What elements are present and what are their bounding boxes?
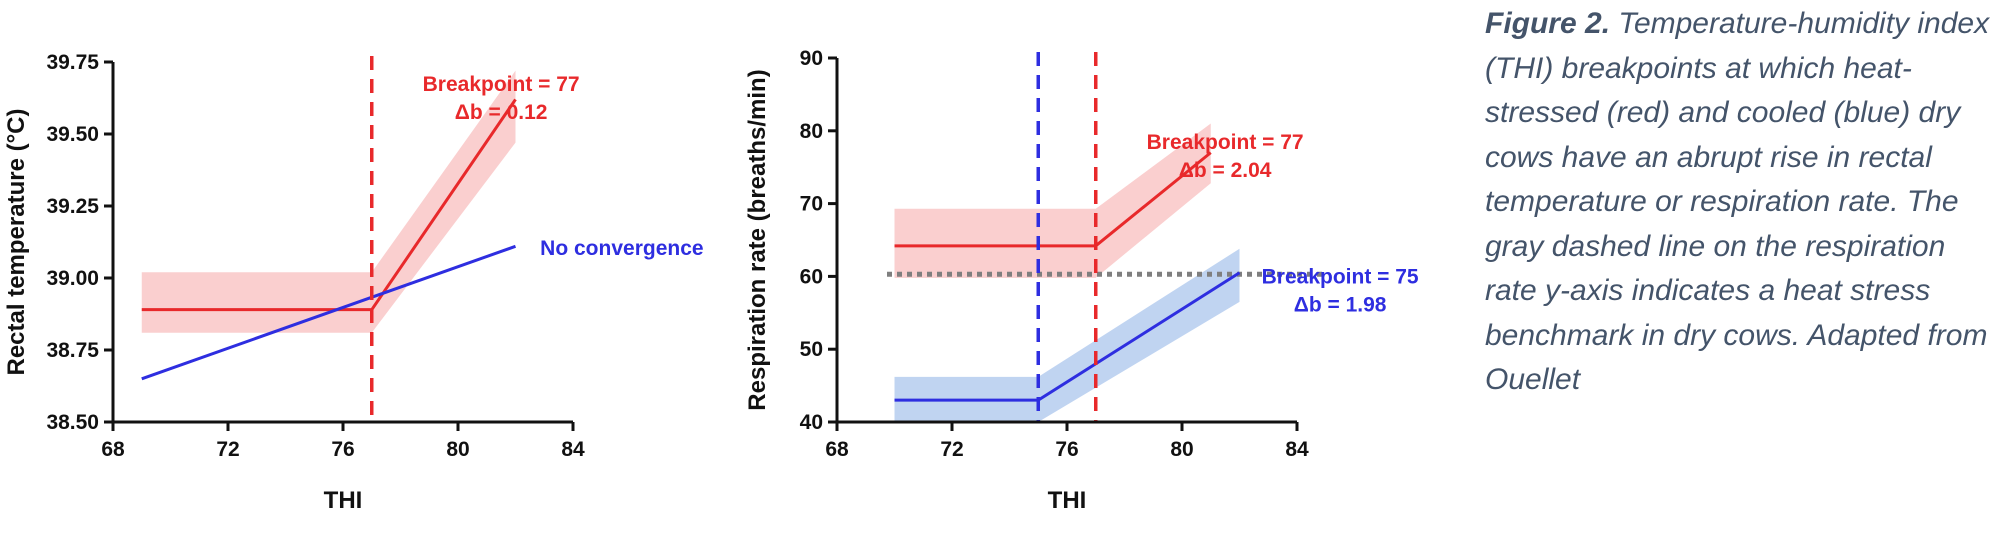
- annotation-line: No convergence: [540, 237, 703, 260]
- respiration-rate-chart-svg: 40 50 60 70 80 90 68 72 76 80 84 THI Respiration rat…: [744, 47, 1419, 514]
- x-tick-label: 80: [1170, 438, 1193, 461]
- annotation-cooled: Breakpoint = 75 Δb = 1.98: [1262, 266, 1419, 317]
- y-tick-label: 50: [800, 338, 823, 361]
- x-tick-label: 84: [1285, 438, 1309, 461]
- annotation-cooled: No convergence: [540, 237, 703, 260]
- x-tick-label: 72: [216, 438, 239, 461]
- x-tick-label: 76: [1055, 438, 1078, 461]
- y-tick-label: 60: [800, 265, 823, 288]
- y-tick-label: 70: [800, 193, 823, 216]
- x-tick-label: 84: [561, 438, 585, 461]
- rectal-temperature-chart-svg: 38.50 38.75 39.00 39.25 39.50 39.75 68 72 76 80 84…: [3, 51, 704, 514]
- x-tick-label: 80: [446, 438, 469, 461]
- annotation-heat_stressed: Breakpoint = 77 Δb = 2.04: [1147, 131, 1304, 182]
- annotation-heat_stressed: Breakpoint = 77 Δb = 0.12: [423, 73, 580, 124]
- annotation-line: Breakpoint = 77: [423, 73, 580, 96]
- y-tick-label: 38.50: [46, 411, 99, 434]
- figure-caption-text: Temperature-humidity index (THI) breakpo…: [1485, 7, 1990, 396]
- respiration-rate-chart: 40 50 60 70 80 90 68 72 76 80 84 THI Respiration rat…: [740, 0, 1440, 535]
- y-tick-label: 39.50: [46, 123, 99, 146]
- series-line-cooled: [141, 244, 517, 381]
- confidence-band-heat_stressed: [141, 70, 516, 333]
- x-axis-title: THI: [1048, 487, 1087, 514]
- y-tick-label: 39.00: [46, 267, 99, 290]
- x-axis-title: THI: [324, 487, 363, 514]
- y-tick-label: 40: [800, 411, 823, 434]
- confidence-band-cooled: [894, 248, 1240, 422]
- y-tick-label: 80: [800, 120, 823, 143]
- x-tick-label: 68: [101, 438, 125, 461]
- confidence-band-heat_stressed: [894, 123, 1211, 278]
- y-axis-title: Rectal temperature (°C): [3, 109, 30, 376]
- y-tick-label: 39.25: [46, 195, 99, 218]
- y-axis-title: Respiration rate (breaths/min): [744, 69, 771, 410]
- y-tick-label: 38.75: [46, 339, 99, 362]
- x-tick-label: 68: [825, 438, 849, 461]
- figure-caption-lead: Figure 2.: [1485, 7, 1611, 40]
- x-tick-label: 72: [940, 438, 963, 461]
- annotation-line: Δb = 2.04: [1179, 159, 1272, 182]
- annotation-line: Δb = 1.98: [1294, 294, 1387, 317]
- annotation-line: Breakpoint = 75: [1262, 266, 1419, 289]
- y-tick-label: 90: [800, 47, 823, 70]
- y-tick-label: 39.75: [46, 51, 99, 74]
- figure-caption: Figure 2. Temperature-humidity index (TH…: [1485, 2, 1995, 403]
- x-tick-label: 76: [331, 438, 354, 461]
- annotation-line: Δb = 0.12: [455, 101, 548, 124]
- annotation-line: Breakpoint = 77: [1147, 131, 1304, 154]
- rectal-temperature-chart: 38.50 38.75 39.00 39.25 39.50 39.75 68 72 76 80 84…: [0, 0, 740, 535]
